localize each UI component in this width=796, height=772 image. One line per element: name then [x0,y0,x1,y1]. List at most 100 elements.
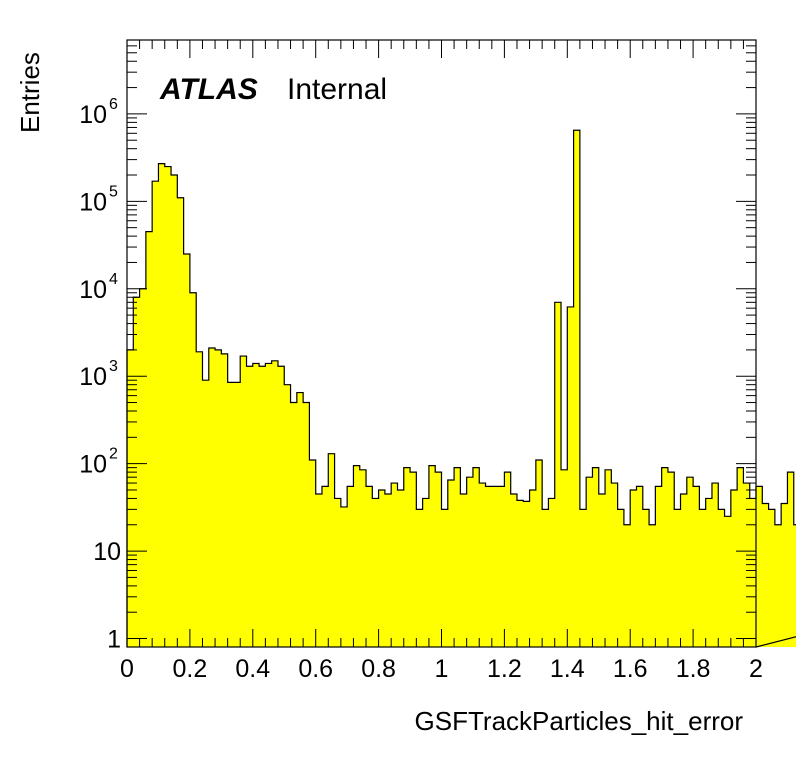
histogram-bin [699,509,707,647]
histogram-bin [787,472,795,647]
histogram-bin [378,489,386,647]
histogram-bin [516,500,524,647]
histogram-bin [271,360,279,647]
x-tick-label: 1.4 [550,655,585,683]
histogram-bin [630,489,638,647]
histogram-bin [252,363,260,647]
histogram-bin [762,503,770,647]
histogram-bin [680,493,688,647]
histogram-bin [718,509,726,647]
histogram-bin [781,503,789,647]
y-tick-exponent: 6 [109,96,118,113]
histogram-bin [221,353,229,647]
histogram-bin [661,467,669,647]
histogram-bin [353,465,361,647]
histogram-bin [309,460,317,647]
histogram-bin [183,253,191,647]
histogram-bin [372,498,380,647]
x-tick-label: 1.2 [487,655,522,683]
histogram-bin [208,348,216,647]
histogram-bin [340,506,348,647]
x-tick-label: 0.6 [298,655,333,683]
histogram-bin [504,472,512,647]
histogram-bin [422,498,430,647]
histogram-bin [649,524,656,647]
histogram-bin [498,486,505,647]
histogram-bars [127,130,796,647]
histogram-bin [158,163,166,647]
histogram-bin [447,480,455,647]
x-tick-label: 1.6 [613,655,648,683]
histogram-bin [737,467,745,647]
histogram-bin [164,166,172,647]
histogram-bin [667,472,675,647]
histogram-bin [611,483,619,647]
internal-label: Internal [287,73,387,106]
histogram-bin [460,493,468,647]
axis-ticks [126,39,757,647]
histogram-bin [177,197,185,647]
histogram-bin [334,498,342,647]
histogram-bin [711,483,719,647]
histogram-bin [479,483,487,647]
y-tick-label: 10 [79,101,107,129]
histogram-bin [359,469,367,647]
histogram-bin [485,486,493,647]
histogram-bin [366,486,373,647]
histogram-bin [491,486,499,647]
y-tick-exponent: 3 [109,358,118,375]
histogram-bin [290,402,298,647]
x-tick-label: 2 [749,655,763,683]
histogram-bin [321,486,329,647]
y-tick-label: 10 [93,538,121,566]
histogram-bin [768,509,776,647]
atlas-label: ATLAS [159,73,258,106]
histogram-bin [686,477,694,647]
histogram-bin [693,486,700,647]
y-tick-exponent: 4 [109,271,118,288]
histogram-bin [202,380,210,647]
histogram-bin [227,382,235,647]
histogram-bin [592,467,600,647]
x-tick-label: 0 [120,655,134,683]
histogram-bin [724,516,732,647]
histogram-outline [126,129,796,648]
histogram-bin [246,366,254,647]
histogram-bin [328,453,336,647]
histogram-bin [756,486,763,647]
histogram-bin [642,509,650,647]
histogram-bin [774,524,782,647]
histogram-bin [636,486,644,647]
y-tick-exponent: 2 [109,446,118,463]
histogram-bin [605,469,612,647]
y-tick-exponent: 5 [109,183,118,200]
histogram-bin [296,392,304,647]
x-tick-label: 1 [435,655,449,683]
histogram-bin [171,175,178,647]
x-tick-label: 0.8 [361,655,396,683]
histogram-bin [523,501,531,647]
y-tick-label: 10 [79,363,107,391]
histogram-bin [152,181,160,647]
histogram-bin [623,524,631,647]
histogram-bin [441,509,449,647]
histogram-bin [410,472,417,647]
histogram-bin [196,351,204,647]
histogram-bin [749,498,757,647]
histogram-bin [548,498,556,647]
histogram-bin [535,460,543,647]
histogram-bin [655,486,663,647]
histogram-bin [573,130,581,647]
histogram-bin [674,509,682,647]
histogram-bin [139,288,147,647]
histogram-bin [435,472,443,647]
histogram-bin [529,489,537,647]
x-tick-label: 1.8 [676,655,711,683]
histogram-bin [416,509,424,647]
histogram-bin [259,366,266,647]
x-tick-label: 0.4 [235,655,270,683]
histogram-bin [145,231,153,647]
histogram-bin [240,356,248,647]
histogram-bin [265,363,273,647]
